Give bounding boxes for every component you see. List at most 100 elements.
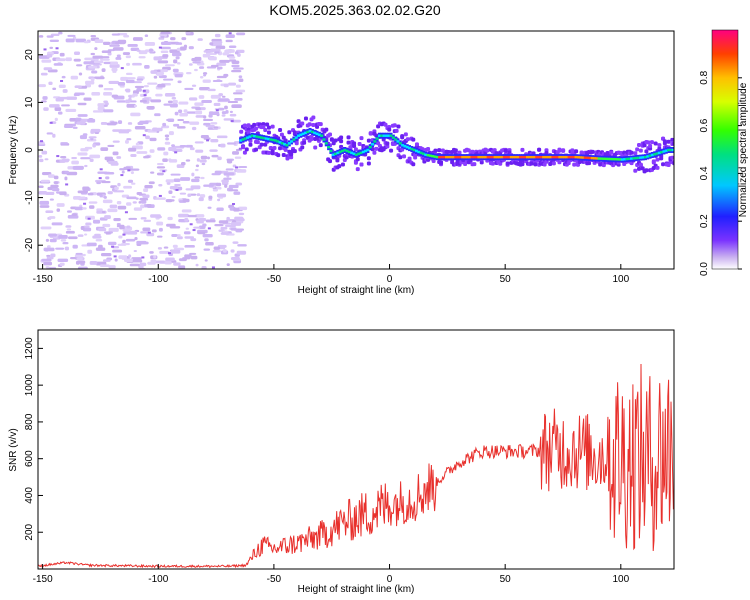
- spectrogram-noise-cell: [110, 61, 119, 66]
- spectrogram-noise-cell: [158, 194, 162, 197]
- spectrogram-ridge-cell: [259, 142, 264, 147]
- spectrogram-ridge-cell: [561, 148, 566, 153]
- spectrogram-noise-cell: [215, 186, 222, 190]
- spectrogram-noise-cell: [190, 185, 201, 190]
- spectrogram-noise-cell: [48, 174, 55, 178]
- spectrogram-noise-cell: [175, 42, 183, 45]
- spectrogram-noise-cell: [95, 76, 105, 80]
- spectrogram-noise-cell: [178, 265, 186, 269]
- spectrogram-ridge-cell: [669, 148, 673, 152]
- spectrogram-noise-cell: [116, 201, 122, 205]
- spectrogram-ridge-cell: [556, 155, 560, 159]
- spectrogram-noise-cell: [228, 45, 237, 48]
- spectrogram-noise-cell: [97, 106, 105, 111]
- spectrogram-noise-cell: [65, 38, 75, 43]
- spectrogram-noise-cell: [150, 70, 158, 74]
- spectrogram-noise-cell: [167, 216, 173, 221]
- spectrogram-noise-cell: [77, 190, 89, 194]
- spectrogram-noise-cell: [160, 41, 172, 45]
- spectrogram-ridge-cell: [352, 141, 357, 146]
- spectrogram-noise-cell: [238, 212, 245, 216]
- spectrogram-noise-cell: [167, 252, 171, 255]
- spectrogram-ridge-cell: [359, 162, 364, 167]
- snr-x-axis-label: Height of straight line (km): [298, 584, 415, 595]
- spectrogram-ridge-cell: [353, 147, 358, 152]
- spectrogram-noise-cell: [201, 162, 206, 166]
- spectrogram-noise-cell: [123, 35, 130, 38]
- spectrogram-ridge-cell: [389, 148, 394, 153]
- spectrogram-noise-cell: [143, 94, 147, 97]
- spectrogram-noise-cell: [208, 114, 213, 118]
- spectrogram-noise-cell: [225, 39, 233, 43]
- spectrogram-noise-cell: [211, 266, 215, 269]
- spectrogram-noise-cell: [151, 229, 157, 233]
- spectrogram-noise-cell: [126, 202, 132, 206]
- spectrogram-ridge-cell: [644, 168, 649, 173]
- spectrogram-noise-cell: [189, 252, 197, 255]
- spectrogram-noise-cell: [48, 216, 56, 219]
- spectrogram-noise-cell: [203, 248, 211, 251]
- snr-y-tick-label: 200: [24, 523, 35, 540]
- spectrogram-noise-cell: [235, 166, 239, 169]
- spectrogram-ridge-cell: [354, 153, 358, 156]
- spectrogram-ridge-cell: [604, 157, 608, 161]
- spectrogram-ridge-cell: [445, 155, 449, 159]
- spectrogram-noise-cell: [90, 34, 97, 38]
- spectrogram-ridge-cell: [634, 156, 638, 160]
- spectrogram-noise-cell: [112, 70, 117, 73]
- spectrogram-noise-cell: [133, 104, 137, 108]
- spectrogram-ridge-cell: [315, 132, 319, 136]
- spectrogram-noise-cell: [170, 37, 176, 41]
- spectrogram-noise-cell: [118, 235, 123, 239]
- spectrogram-noise-cell: [77, 102, 87, 106]
- spectrogram-noise-cell: [143, 219, 152, 222]
- spectrogram-noise-cell: [134, 85, 145, 88]
- spectrogram-noise-cell: [205, 219, 216, 223]
- spectrogram-noise-cell: [40, 226, 52, 230]
- spectrogram-ridge-cell: [366, 161, 371, 166]
- spectrogram-noise-cell: [211, 173, 221, 176]
- spectrogram-ridge-cell: [636, 166, 641, 171]
- spectrogram-ridge-cell: [424, 153, 428, 156]
- spectrogram-noise-cell: [145, 135, 150, 140]
- spectrogram-noise-cell: [238, 75, 243, 79]
- spectrogram-noise-cell: [65, 108, 77, 112]
- spectrogram-ridge-cell: [644, 149, 649, 154]
- spectrogram-noise-cell: [52, 87, 57, 90]
- spectrogram-noise-cell: [91, 91, 101, 96]
- spectrogram-ridge-cell: [414, 149, 418, 153]
- spectrogram-ridge-cell: [300, 145, 305, 150]
- spectrogram-noise-cell: [220, 226, 228, 230]
- spectrogram-ridge-cell: [331, 153, 335, 156]
- spectrogram-noise-cell: [195, 149, 204, 153]
- snr-plot-frame: [37, 329, 675, 570]
- spectrogram-noise-cell: [138, 56, 146, 59]
- spectrogram-noise-cell: [230, 120, 234, 123]
- spectrogram-noise-cell: [165, 64, 175, 67]
- spectrogram-noise-cell: [123, 166, 131, 170]
- spectrogram-ridge-cell: [263, 128, 268, 133]
- spectrogram-noise-cell: [133, 249, 137, 253]
- spectrogram-noise-cell: [40, 179, 50, 183]
- spectrogram-ridge-cell: [468, 155, 472, 159]
- spectrogram-noise-cell: [156, 162, 164, 166]
- spectrogram-noise-cell: [43, 247, 55, 252]
- spectrogram-noise-cell: [207, 206, 212, 209]
- spectrogram-noise-cell: [120, 174, 124, 177]
- spectrogram-ridge-cell: [655, 152, 659, 155]
- spectrogram-ridge-cell: [327, 145, 331, 149]
- spectrogram-noise-cell: [42, 96, 48, 100]
- spectrogram-ridge-cell: [461, 155, 465, 159]
- spectrogram-ridge-cell: [250, 134, 254, 137]
- spectrogram-ridge-cell: [301, 132, 305, 136]
- snr-y-tick-label: 400: [24, 487, 35, 504]
- spectrogram-ridge-cell: [479, 155, 483, 159]
- spectrogram-noise-cell: [52, 133, 56, 138]
- spectrogram-noise-cell: [141, 256, 145, 259]
- spectrogram-noise-cell: [124, 88, 129, 92]
- spectrogram-noise-cell: [101, 180, 111, 184]
- spectrogram-ridge-cell: [458, 155, 462, 159]
- spectrogram-noise-cell: [92, 143, 96, 148]
- spectrogram-noise-cell: [188, 46, 194, 50]
- spectrogram-ridge-cell: [383, 122, 388, 127]
